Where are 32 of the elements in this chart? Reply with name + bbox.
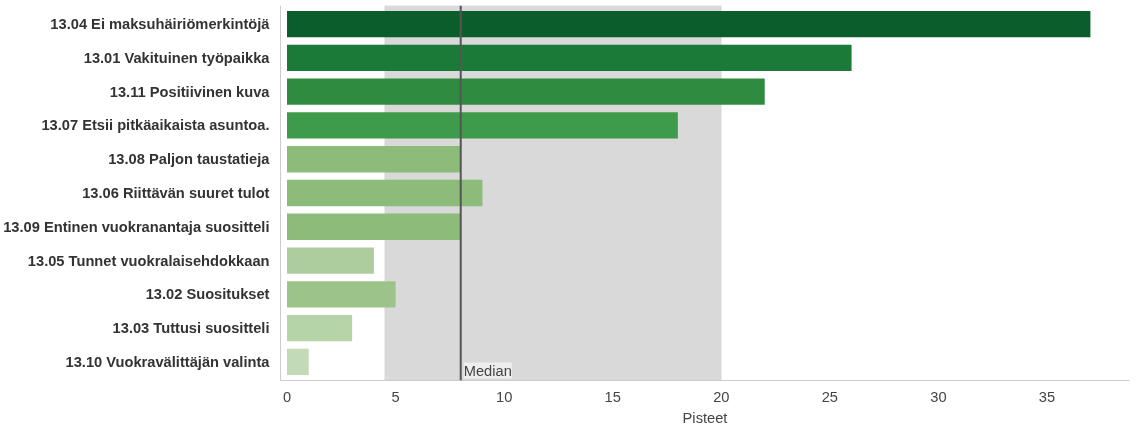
bar xyxy=(287,314,353,342)
y-tick-label: 13.02 Suositukset xyxy=(145,286,270,303)
x-tick-label: 25 xyxy=(821,388,839,405)
x-tick-label: 5 xyxy=(391,388,400,405)
y-tick-label: 13.08 Paljon taustatieja xyxy=(108,151,271,168)
y-tick-label: 13.03 Tuttusi suositteli xyxy=(112,320,270,337)
bar xyxy=(287,281,396,308)
y-tick-label: 13.04 Ei maksuhäiriömerkintöjä xyxy=(50,16,271,33)
bar xyxy=(287,179,483,207)
x-tick-label: 15 xyxy=(604,388,621,405)
ref-line-label: Median xyxy=(463,362,512,379)
y-tick-label: 13.11 Positiivinen kuva xyxy=(109,83,271,100)
bar xyxy=(287,112,678,139)
y-tick-label: 13.09 Entinen vuokranantaja suositteli xyxy=(3,218,270,235)
x-tick-label: 35 xyxy=(1038,388,1056,405)
x-tick-label: 30 xyxy=(930,388,947,405)
x-tick-label: 10 xyxy=(496,388,513,405)
bar xyxy=(287,78,765,105)
y-tick-label: 13.01 Vakituinen työpaikka xyxy=(83,49,271,66)
bar xyxy=(287,10,1091,38)
bar xyxy=(287,44,852,72)
y-tick-label: 13.05 Tunnet vuokralaisehdokkaan xyxy=(27,252,270,269)
bar xyxy=(287,348,309,376)
y-tick-label: 13.06 Riittävän suuret tulot xyxy=(82,185,270,201)
x-axis-title: Pisteet xyxy=(682,409,728,426)
bar xyxy=(287,213,461,240)
x-tick-label: 0 xyxy=(282,388,292,405)
y-tick-label: 13.07 Etsii pitkäaikaista asuntoa. xyxy=(41,117,270,134)
bar xyxy=(287,247,374,274)
y-tick-label: 13.10 Vuokravälittäjän valinta xyxy=(65,353,271,370)
bar xyxy=(287,146,461,173)
x-tick-label: 20 xyxy=(713,388,730,405)
